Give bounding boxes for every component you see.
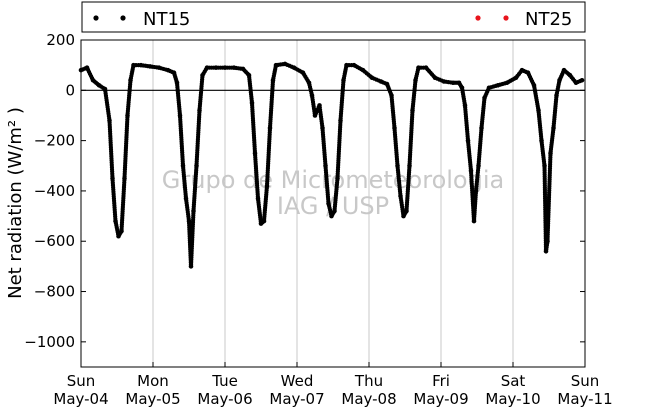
x-tick-label-date: May-08 [341,390,396,408]
x-tick-label-date: May-11 [557,390,612,408]
y-tick-label: 200 [46,31,75,49]
x-tick-label-date: May-06 [197,390,252,408]
x-tick-label-day: Sat [501,372,526,390]
legend-marker-nt25-b [503,15,509,21]
x-tick-label-day: Fri [432,372,450,390]
x-tick-label-day: Mon [137,372,169,390]
y-tick-label: −1000 [24,333,75,351]
data-points [78,61,585,269]
x-tick-label-date: May-10 [485,390,540,408]
x-tick-label-date: May-07 [269,390,324,408]
legend-label-nt25: NT25 [525,9,572,30]
x-tick-label-day: Sun [571,372,600,390]
axis-ticks [80,39,586,367]
legend-marker-nt25-a [475,15,481,21]
plot-area [81,40,585,367]
x-tick-label-date: May-04 [53,390,108,408]
legend-marker-nt15-a [93,15,99,21]
legend-marker-nt15-b [120,15,126,21]
x-tick-label-date: May-05 [125,390,180,408]
legend-box [81,1,586,33]
data-point [579,77,585,83]
grid-lines [152,40,514,367]
x-tick-label-day: Sun [67,372,96,390]
y-tick-label: 0 [65,81,75,99]
x-tick-label-day: Thu [354,372,383,390]
x-tick-labels: SunMay-04MonMay-05TueMay-06WedMay-07ThuM… [53,372,612,408]
y-tick-label: −600 [34,232,75,250]
y-tick-label: −400 [34,182,75,200]
legend: NT15 NT25 [81,1,586,33]
x-tick-label-day: Tue [211,372,238,390]
x-tick-label-date: May-09 [413,390,468,408]
y-tick-label: −800 [34,283,75,301]
y-tick-labels: 200 0 −200 −400 −600 −800 −1000 [24,31,75,351]
x-tick-label-day: Wed [281,372,314,390]
plot-frame [80,39,586,368]
y-tick-label: −200 [34,132,75,150]
y-axis-label: Net radiation (W/m² ) [5,107,26,299]
watermark-line-1: Grupo de Micrometeorologia [162,166,504,194]
legend-label-nt15: NT15 [143,9,190,30]
